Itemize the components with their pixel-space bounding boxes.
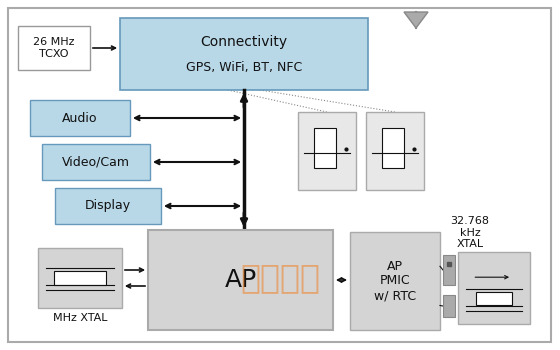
- Bar: [42, 144, 150, 180]
- Bar: [314, 128, 336, 168]
- Bar: [366, 112, 424, 190]
- Bar: [120, 18, 368, 90]
- Text: Display: Display: [85, 199, 131, 212]
- Bar: [458, 252, 530, 324]
- Text: 32.768
kHz
XTAL: 32.768 kHz XTAL: [450, 216, 489, 249]
- Bar: [55, 188, 161, 224]
- Bar: [443, 255, 455, 285]
- Text: MHz XTAL: MHz XTAL: [53, 313, 108, 323]
- Text: GPS, WiFi, BT, NFC: GPS, WiFi, BT, NFC: [186, 62, 302, 75]
- Polygon shape: [404, 12, 428, 28]
- Text: Video/Cam: Video/Cam: [62, 155, 130, 168]
- Bar: [54, 271, 106, 285]
- Bar: [148, 230, 333, 330]
- Bar: [298, 112, 356, 190]
- Bar: [443, 295, 455, 317]
- Bar: [476, 292, 512, 304]
- Text: Audio: Audio: [62, 112, 98, 125]
- Bar: [30, 100, 130, 136]
- Bar: [38, 248, 122, 308]
- Bar: [350, 232, 440, 330]
- Text: 统小电子: 统小电子: [240, 261, 320, 294]
- Text: AP: AP: [225, 268, 256, 292]
- Text: Connectivity: Connectivity: [200, 35, 288, 49]
- Bar: [18, 26, 90, 70]
- Bar: [382, 128, 404, 168]
- Text: 26 MHz
TCXO: 26 MHz TCXO: [33, 37, 74, 59]
- Text: AP
PMIC
w/ RTC: AP PMIC w/ RTC: [374, 259, 416, 302]
